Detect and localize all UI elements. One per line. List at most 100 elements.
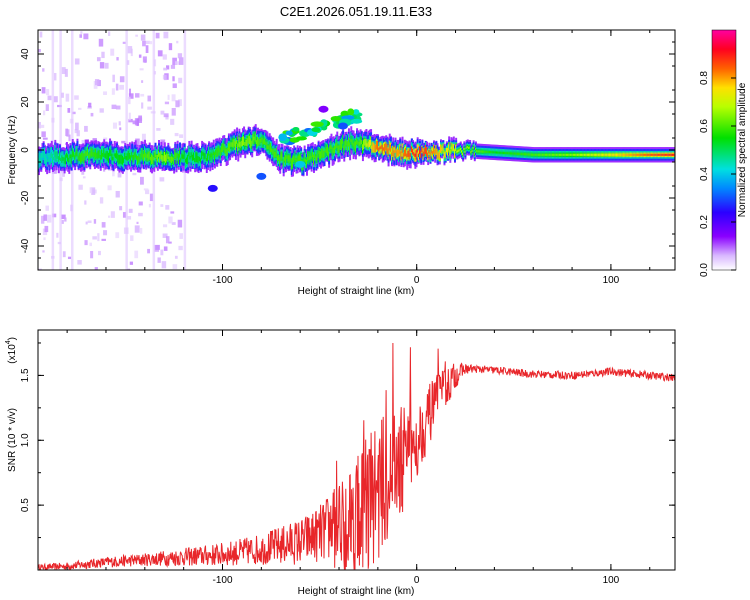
spectrogram-ridge-segment — [86, 147, 89, 156]
spectrogram-ridge-segment — [479, 150, 482, 153]
spectrogram-ridge-segment — [645, 153, 648, 156]
spectrogram-ridge-segment — [127, 150, 130, 161]
spectrogram-ridge-segment — [142, 154, 145, 161]
snr-y-tick-label: 0.5 — [20, 498, 31, 512]
spectrogram-ridge-segment — [650, 153, 653, 156]
spectrogram-ridge-segment — [388, 144, 391, 151]
spectrogram-ridge-segment — [212, 151, 215, 156]
spectrogram-ridge-segment — [463, 147, 466, 151]
spectrogram-ridge-segment — [421, 146, 424, 152]
spectrogram-ridge-segment — [225, 148, 228, 157]
spectrogram-ridge-segment — [664, 153, 667, 156]
spectrogram-ridge-segment — [457, 149, 460, 153]
spectrogram-speckle — [167, 94, 170, 100]
spectrogram-speckle — [147, 248, 151, 254]
spectrogram-ridge-segment — [605, 153, 608, 156]
spectrogram-ridge-segment — [361, 144, 364, 151]
spectrogram-ridge-segment — [673, 153, 675, 156]
spectrogram-ridge-segment — [597, 153, 600, 156]
spectrogram-ridge-segment — [477, 150, 480, 153]
spectrogram-ridge-segment — [631, 153, 634, 156]
spectrogram-speckle — [162, 54, 167, 60]
spectrogram-ridge-segment — [596, 153, 599, 156]
spectrogram-ridge-segment — [131, 152, 134, 158]
spectrogram-speckle — [41, 131, 46, 138]
spectrogram-speckle — [116, 57, 119, 61]
spectrogram-ridge-segment — [134, 151, 137, 158]
spectrogram-ridge-segment — [262, 139, 265, 145]
spectrogram-blob — [350, 118, 363, 124]
spectrogram-ridge-segment — [297, 155, 300, 163]
spectrogram-ridge-segment — [669, 153, 672, 156]
spectrogram-ridge-segment — [653, 153, 656, 156]
spectrogram-speckle — [88, 102, 92, 108]
spectrogram-speckle — [175, 61, 180, 65]
spectrogram-ridge-segment — [391, 152, 394, 157]
spectrogram-y-axis-label: Frequency (Hz) — [7, 116, 18, 185]
snr-scale-factor: (x104) — [5, 337, 18, 364]
spectrogram-ridge-segment — [199, 158, 202, 163]
spectrogram-speckle — [111, 88, 115, 95]
spectrogram-ridge-segment — [553, 153, 556, 156]
spectrogram-ridge-segment — [241, 136, 244, 146]
spectrogram-ridge-segment — [309, 153, 312, 160]
spectrogram-ridge-segment — [393, 150, 396, 158]
spectrogram-ridge-segment — [146, 154, 149, 158]
spectrogram-ridge-segment — [614, 153, 617, 156]
spectrogram-speckle — [127, 268, 131, 270]
spectrogram-speckle — [148, 203, 151, 208]
spectrogram-ridge-segment — [382, 147, 385, 151]
spectrogram-speckle — [122, 212, 127, 218]
spectrogram-ridge-segment — [208, 151, 211, 156]
spectrogram-speckle — [42, 137, 48, 140]
spectrogram-speckle — [61, 168, 66, 173]
spectrogram-ridge-segment — [289, 155, 292, 162]
spectrogram-ridge-segment — [76, 149, 79, 157]
spectrogram-speckle — [119, 206, 123, 211]
colorbar-tick-label: 0.8 — [699, 71, 710, 85]
spectrogram-ridge-segment — [409, 153, 412, 157]
spectrogram-ridge-segment — [540, 153, 543, 156]
spectrogram-ridge-segment — [159, 152, 162, 163]
spectrogram-x-tick-label: -100 — [212, 275, 232, 286]
spectrogram-ridge-segment — [394, 145, 397, 153]
spectrogram-ridge-segment — [633, 153, 636, 156]
spectrogram-ridge-segment — [525, 153, 528, 156]
spectrogram-ridge-segment — [606, 153, 609, 156]
spectrogram-ridge-segment — [534, 153, 537, 156]
spectrogram-speckle — [91, 187, 96, 195]
spectrogram-panel: -100 0 100 -40 -20 0 20 40 Height of straight l… — [7, 29, 676, 297]
spectrogram-speckle — [90, 250, 94, 259]
colorbar-tick-label: 0.0 — [699, 263, 710, 277]
spectrogram-ridge-segment — [255, 140, 258, 145]
spectrogram-blob — [337, 122, 348, 130]
spectrogram-speckle — [98, 250, 101, 256]
spectrogram-ridge-segment — [252, 133, 255, 144]
spectrogram-ridge-segment — [163, 151, 166, 162]
spectrogram-ridge-segment — [319, 151, 322, 159]
spectrogram-ridge-segment — [324, 148, 327, 153]
spectrogram-ridge-segment — [345, 139, 348, 146]
colorbar-tick-label: 0.4 — [699, 167, 710, 181]
spectrogram-y-tick-label: 40 — [20, 48, 31, 60]
spectrogram-speckle — [62, 172, 65, 177]
spectrogram-ridge-segment — [198, 156, 201, 162]
spectrogram-ridge-segment — [50, 152, 53, 159]
spectrogram-ridge-segment — [299, 154, 301, 164]
spectrogram-speckle — [96, 57, 101, 62]
spectrogram-ridge-segment — [571, 153, 574, 156]
spectrogram-ridge-segment — [41, 152, 44, 158]
spectrogram-speckle — [43, 110, 46, 116]
spectrogram-ridge-segment — [264, 137, 267, 145]
spectrogram-speckle — [54, 72, 57, 81]
spectrogram-ridge-segment — [337, 145, 340, 153]
spectrogram-ridge-segment — [100, 149, 103, 160]
snr-y-axis-label: SNR (10 * v/v) — [7, 408, 18, 472]
spectrogram-ridge-segment — [265, 141, 268, 146]
spectrogram-ridge-segment — [619, 153, 622, 156]
spectrogram-ridge-segment — [593, 153, 596, 156]
spectrogram-speckle — [128, 96, 131, 105]
spectrogram-ridge-segment — [396, 148, 399, 156]
spectrogram-ridge-segment — [572, 153, 575, 156]
spectrogram-ridge-segment — [185, 157, 188, 164]
